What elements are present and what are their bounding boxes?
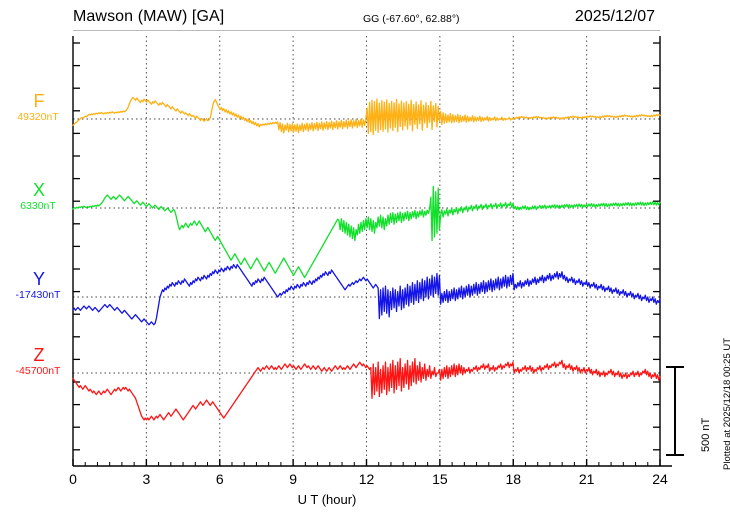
trace-X: [72, 185, 661, 279]
component-symbol-Z: Z: [33, 345, 45, 365]
x-tick-label-0: 0: [69, 471, 77, 487]
header-divider: [73, 30, 660, 31]
x-tick-label-21: 21: [578, 471, 595, 487]
x-tick-label-6: 6: [215, 471, 224, 487]
grid-lines: [145, 36, 661, 466]
x-tick-label-24: 24: [652, 471, 668, 487]
component-baseline-value-F: 49320nT: [17, 111, 59, 123]
scale-bar-top-cap: [666, 366, 684, 368]
trace-F: [72, 96, 661, 136]
x-tick-label-18: 18: [505, 471, 522, 487]
trace-group: [72, 96, 661, 421]
trace-Y: [72, 263, 661, 326]
component-symbol-F: F: [33, 91, 45, 111]
component-symbol-Y: Y: [32, 269, 45, 289]
page-title: Mawson (MAW) [GA]: [73, 8, 225, 25]
component-baseline-value-Z: -45700nT: [15, 365, 61, 377]
x-tick-label-9: 9: [289, 471, 298, 487]
x-tick-label-15: 15: [432, 471, 448, 487]
component-baseline-value-Y: -17430nT: [15, 289, 61, 301]
scale-bar-label: 500 nT: [700, 417, 712, 453]
scale-bar-line: [674, 366, 676, 457]
x-axis-title-text: U T (hour): [297, 492, 357, 507]
component-symbol-X: X: [32, 180, 45, 200]
x-tick-label-12: 12: [358, 471, 375, 487]
scale-bar: [666, 366, 684, 457]
observation-date: 2025/12/07: [574, 8, 655, 25]
x-tick-label-3: 3: [142, 471, 151, 487]
plotted-at-label: Plotted at 2025/12/18 00:25 UT: [722, 337, 730, 470]
geographic-coordinates: GG (-67.60°, 62.88°): [363, 13, 460, 25]
component-baseline-value-X: 6330nT: [20, 200, 56, 212]
baseline-lines: [73, 118, 660, 374]
scale-bar-bottom-cap: [666, 454, 684, 457]
axis-lines: [72, 36, 672, 467]
trace-Z: [72, 357, 661, 421]
x-axis-title: U T (hour): [0, 492, 730, 507]
